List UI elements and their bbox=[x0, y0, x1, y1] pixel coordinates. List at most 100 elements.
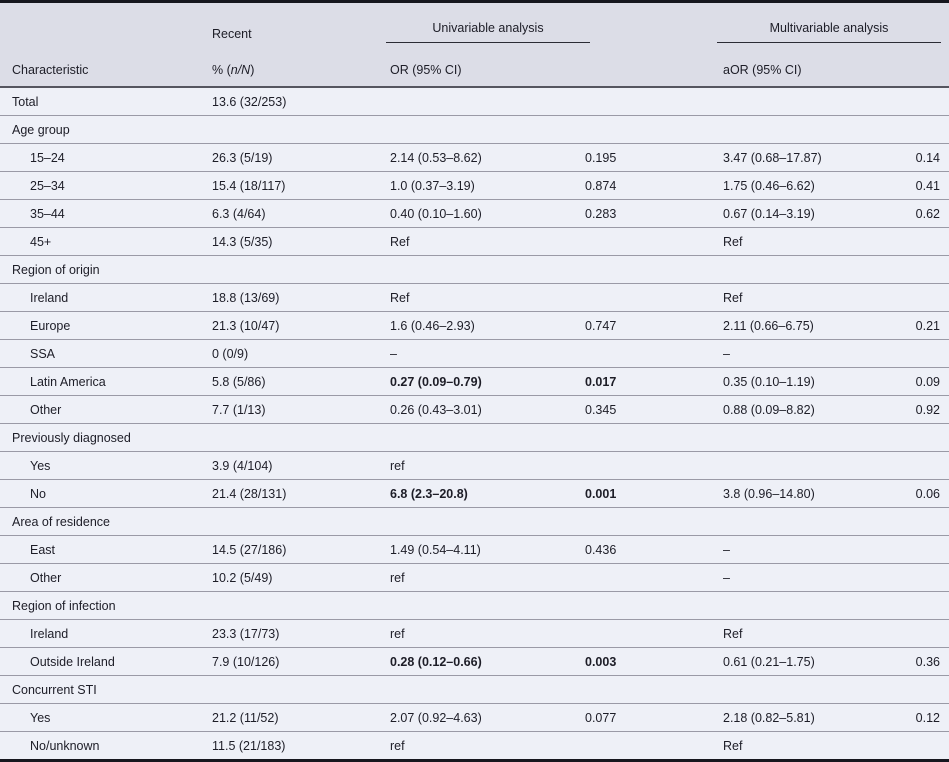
table-row: No 21.4 (28/131) 6.8 (2.3–20.8) 0.001 3.8 (0… bbox=[0, 479, 949, 508]
p-value-cell: 0.283 bbox=[573, 199, 711, 228]
recent-cell: 3.9 (4/104) bbox=[200, 451, 378, 480]
recent-header-line1: Recent bbox=[200, 3, 378, 43]
univariable-group-header: Univariable analysis bbox=[378, 3, 711, 43]
aor-cell: 1.75 (0.46–6.62) bbox=[711, 171, 901, 200]
recent-column-header: % (n/N) bbox=[200, 43, 378, 88]
section-label: Previously diagnosed bbox=[0, 423, 949, 452]
characteristic-cell: Ireland bbox=[0, 283, 200, 312]
or-column-header: OR (95% CI) bbox=[378, 43, 573, 88]
column-header-row: Characteristic % (n/N) OR (95% CI) aOR (… bbox=[0, 43, 949, 88]
p-value-cell: 0.36 bbox=[901, 647, 949, 676]
section-label: Concurrent STI bbox=[0, 675, 949, 704]
p-value-cell: 0.436 bbox=[573, 535, 711, 564]
aor-cell bbox=[711, 451, 901, 480]
characteristic-cell: Outside Ireland bbox=[0, 647, 200, 676]
multivariable-group-label: Multivariable analysis bbox=[769, 21, 889, 35]
characteristic-cell: 25–34 bbox=[0, 171, 200, 200]
table-row: Total 13.6 (32/253) bbox=[0, 87, 949, 116]
aor-cell: Ref bbox=[711, 283, 901, 312]
characteristic-cell: No bbox=[0, 479, 200, 508]
recent-cell: 5.8 (5/86) bbox=[200, 367, 378, 396]
p-value-cell: 0.874 bbox=[573, 171, 711, 200]
recent-cell: 7.9 (10/126) bbox=[200, 647, 378, 676]
p-value-cell: 0.001 bbox=[573, 479, 711, 508]
p-value-cell bbox=[573, 339, 711, 368]
p-value-cell: 0.62 bbox=[901, 199, 949, 228]
characteristic-cell: Yes bbox=[0, 451, 200, 480]
or-cell: ref bbox=[378, 619, 573, 648]
recent-cell: 11.5 (21/183) bbox=[200, 731, 378, 759]
group-header-row: Recent Univariable analysis Multivariabl… bbox=[0, 3, 949, 43]
section-label: Area of residence bbox=[0, 507, 949, 536]
aor-cell: 0.61 (0.21–1.75) bbox=[711, 647, 901, 676]
section-row: Area of residence bbox=[0, 507, 949, 536]
section-row: Previously diagnosed bbox=[0, 423, 949, 452]
characteristic-cell: Yes bbox=[0, 703, 200, 732]
table-row: Ireland 18.8 (13/69) Ref Ref bbox=[0, 283, 949, 312]
table-row: 35–44 6.3 (4/64) 0.40 (0.10–1.60) 0.283 0.67… bbox=[0, 199, 949, 228]
recent-cell: 21.4 (28/131) bbox=[200, 479, 378, 508]
characteristic-cell: Other bbox=[0, 563, 200, 592]
p-column-spacer bbox=[573, 43, 711, 88]
or-cell: 1.49 (0.54–4.11) bbox=[378, 535, 573, 564]
multivariable-group-header: Multivariable analysis bbox=[711, 3, 949, 43]
section-row: Concurrent STI bbox=[0, 675, 949, 704]
p-value-cell bbox=[573, 227, 711, 256]
section-row: Age group bbox=[0, 115, 949, 144]
characteristic-cell: 45+ bbox=[0, 227, 200, 256]
p-value-cell bbox=[901, 227, 949, 256]
aor-cell: – bbox=[711, 339, 901, 368]
or-cell: 1.0 (0.37–3.19) bbox=[378, 171, 573, 200]
recent-cell: 18.8 (13/69) bbox=[200, 283, 378, 312]
recent-cell: 7.7 (1/13) bbox=[200, 395, 378, 424]
p-value-cell: 0.195 bbox=[573, 143, 711, 172]
aor-cell: 2.18 (0.82–5.81) bbox=[711, 703, 901, 732]
p-value-cell: 0.747 bbox=[573, 311, 711, 340]
aor-cell bbox=[711, 87, 901, 116]
section-label: Age group bbox=[0, 115, 949, 144]
p-value-cell: 0.12 bbox=[901, 703, 949, 732]
characteristic-cell: Other bbox=[0, 395, 200, 424]
table-row: Ireland 23.3 (17/73) ref Ref bbox=[0, 619, 949, 648]
p-value-cell bbox=[573, 283, 711, 312]
characteristic-cell: Latin America bbox=[0, 367, 200, 396]
p-value-cell: 0.14 bbox=[901, 143, 949, 172]
p-value-cell bbox=[573, 731, 711, 759]
p-value-cell bbox=[573, 451, 711, 480]
header-spacer bbox=[0, 3, 200, 43]
recent-cell: 21.2 (11/52) bbox=[200, 703, 378, 732]
p-value-cell bbox=[901, 563, 949, 592]
aor-cell: 2.11 (0.66–6.75) bbox=[711, 311, 901, 340]
p-value-cell bbox=[573, 563, 711, 592]
or-cell bbox=[378, 87, 573, 116]
p-value-cell bbox=[901, 451, 949, 480]
recent-cell: 23.3 (17/73) bbox=[200, 619, 378, 648]
table-row: Outside Ireland 7.9 (10/126) 0.28 (0.12–0.… bbox=[0, 647, 949, 676]
aor-cell: 3.8 (0.96–14.80) bbox=[711, 479, 901, 508]
characteristic-column-header: Characteristic bbox=[0, 43, 200, 88]
section-label: Region of infection bbox=[0, 591, 949, 620]
aor-cell: – bbox=[711, 535, 901, 564]
p-value-cell: 0.06 bbox=[901, 479, 949, 508]
table-row: No/unknown 11.5 (21/183) ref Ref bbox=[0, 731, 949, 759]
table-header: Recent Univariable analysis Multivariabl… bbox=[0, 3, 949, 88]
recent-cell: 15.4 (18/117) bbox=[200, 171, 378, 200]
or-cell: 0.26 (0.43–3.01) bbox=[378, 395, 573, 424]
or-cell: 1.6 (0.46–2.93) bbox=[378, 311, 573, 340]
table-row: Yes 21.2 (11/52) 2.07 (0.92–4.63) 0.077 2.18… bbox=[0, 703, 949, 732]
recent-cell: 10.2 (5/49) bbox=[200, 563, 378, 592]
table-row: Other 10.2 (5/49) ref – bbox=[0, 563, 949, 592]
aor-cell: Ref bbox=[711, 731, 901, 759]
p-value-cell bbox=[901, 339, 949, 368]
p-value-cell bbox=[901, 283, 949, 312]
p-value-cell: 0.41 bbox=[901, 171, 949, 200]
p-value-cell bbox=[573, 87, 711, 116]
recent-cell: 14.5 (27/186) bbox=[200, 535, 378, 564]
table-row: 45+ 14.3 (5/35) Ref Ref bbox=[0, 227, 949, 256]
or-cell: 2.14 (0.53–8.62) bbox=[378, 143, 573, 172]
p-value-cell bbox=[901, 731, 949, 759]
p-value-cell bbox=[573, 619, 711, 648]
p-value-cell: 0.09 bbox=[901, 367, 949, 396]
recent-cell: 14.3 (5/35) bbox=[200, 227, 378, 256]
